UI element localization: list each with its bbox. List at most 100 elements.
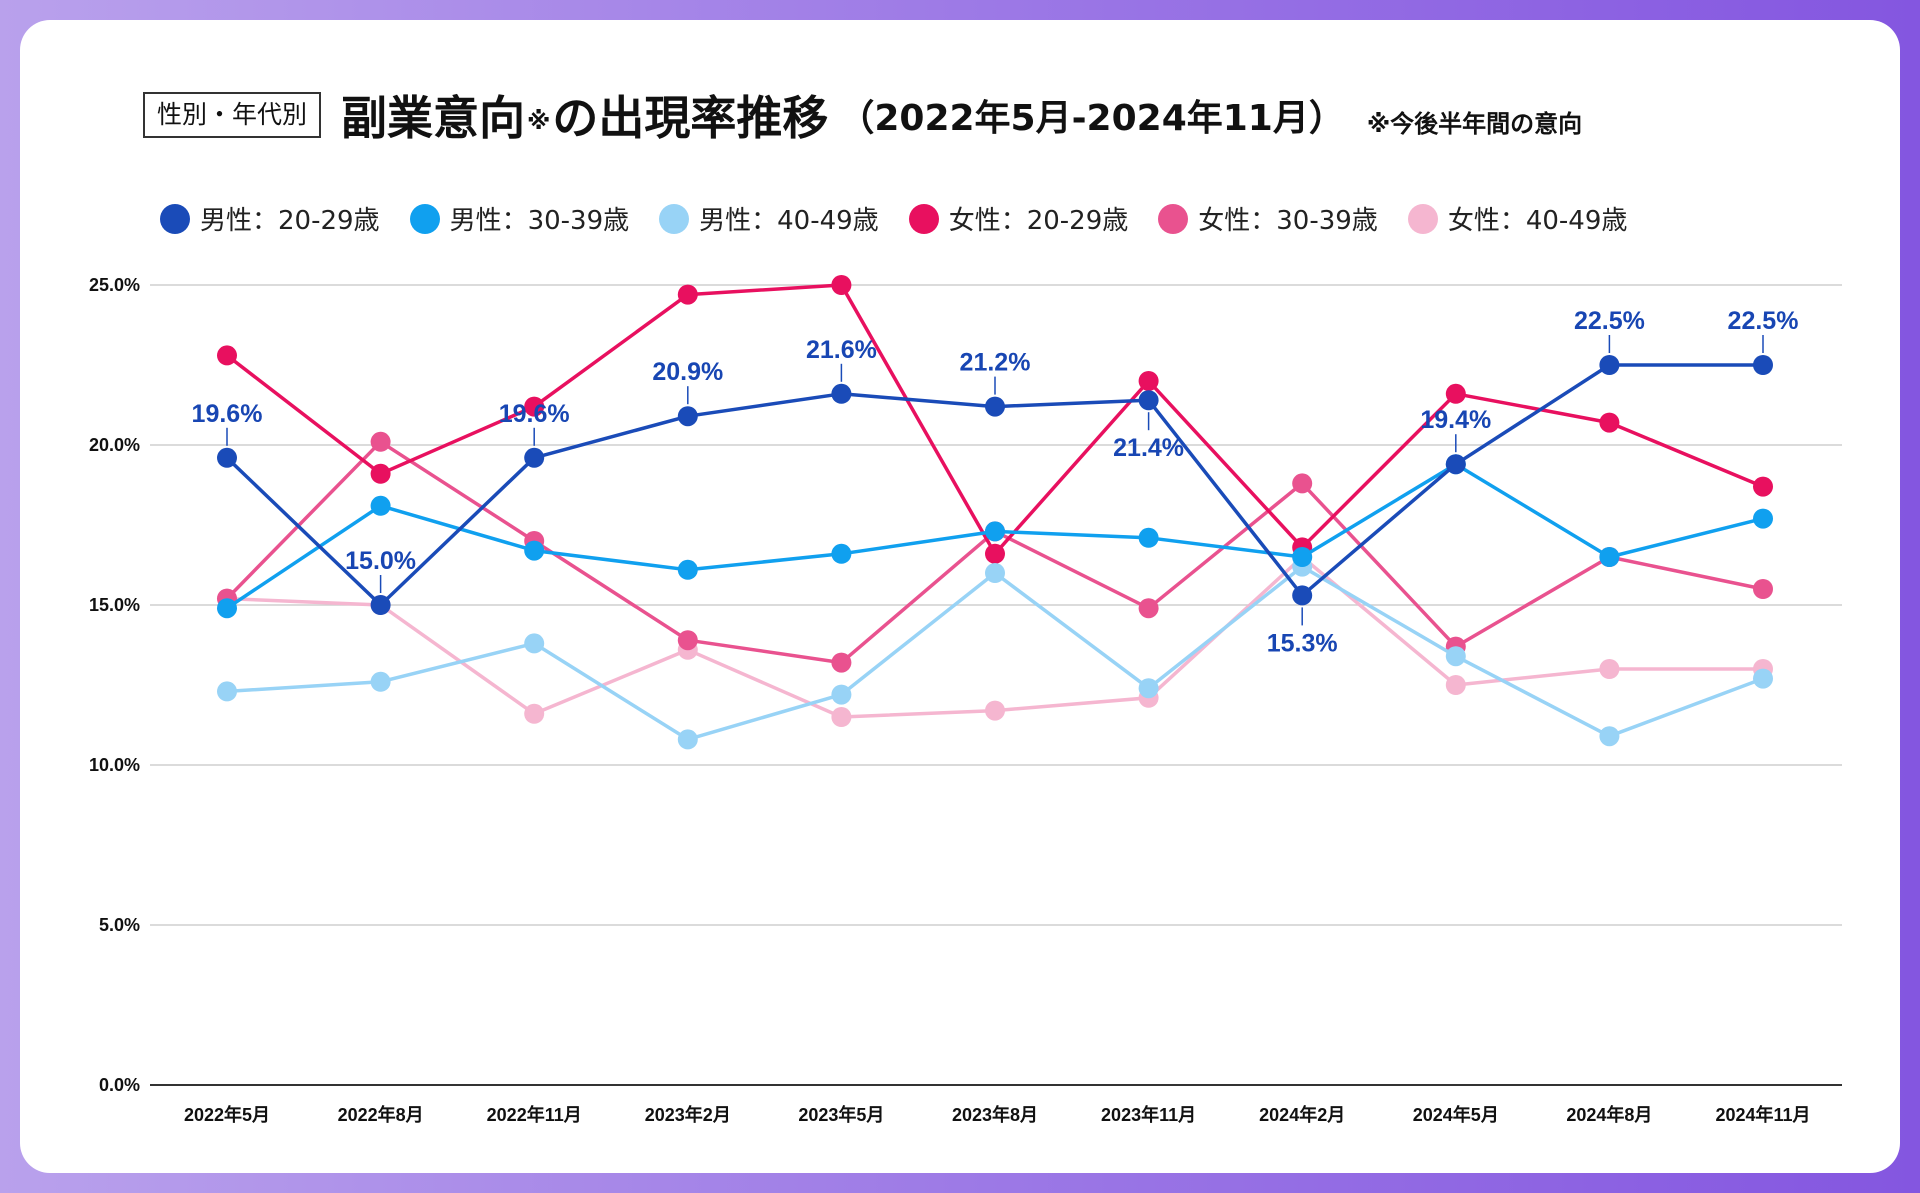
data-point [1753,508,1773,529]
data-point [524,540,545,561]
legend-label: 男性：30-39歳 [449,206,630,236]
data-point [524,633,545,654]
legend-swatch [1407,203,1438,234]
data-point [985,700,1005,721]
data-point [985,396,1005,417]
data-point [1138,527,1159,548]
data-point [1138,371,1159,391]
data-point [524,703,545,724]
chart-period: （2022年5月-2024年11月） [838,98,1345,139]
data-label: 20.9% [652,358,723,386]
data-point [1599,659,1620,679]
x-tick-label: 2023年2月 [645,1104,731,1125]
y-tick-label: 20.0% [89,435,140,455]
data-point [677,559,698,580]
y-tick-label: 15.0% [89,595,140,615]
title-note-mark: ※ [527,107,551,135]
data-point [370,431,391,452]
data-point [1599,355,1620,375]
data-point [370,595,391,615]
data-point [524,396,545,417]
data-point [831,684,852,705]
data-point [1138,678,1159,699]
x-tick-label: 2022年5月 [184,1104,270,1125]
data-point [1753,668,1773,689]
data-point [217,447,237,468]
legend-label: 女性：30-39歳 [1198,206,1378,236]
chart-title: 副業意向 [341,91,526,145]
data-point [831,707,852,727]
data-point [1445,675,1466,695]
x-tick-label: 2024年11月 [1715,1104,1810,1125]
x-tick-label: 2023年5月 [798,1104,884,1125]
legend-swatch [409,203,440,234]
y-tick-label: 5.0% [99,915,140,935]
data-point [1292,547,1313,567]
legend-label: 女性：20-29歳 [948,206,1129,236]
data-point [985,521,1005,542]
data-label: 19.6% [499,400,570,428]
data-point [217,345,237,366]
x-tick-label: 2024年8月 [1566,1104,1652,1125]
x-tick-label: 2024年2月 [1259,1104,1345,1125]
data-label: 22.5% [1574,307,1645,335]
legend-item: 女性：30-39歳 [1158,200,1378,237]
x-tick-label: 2022年8月 [338,1104,424,1125]
chart-card: 性別・年代別 副業意向 ※ の出現率推移 （2022年5月-2024年11月） … [20,20,1900,1173]
data-point [1445,454,1466,475]
data-label: 21.4% [1113,434,1184,462]
data-point [831,275,852,295]
data-point [677,284,698,305]
data-point [831,652,852,673]
y-tick-label: 0.0% [99,1075,140,1095]
legend-swatch [659,203,690,234]
legend-item: 男性：30-39歳 [409,200,630,237]
chart-legend: 男性：20-29歳 男性：30-39歳 男性：40-49歳 女性：20-29歳 女性：3… [160,200,1657,237]
legend-item: 女性：20-29歳 [908,200,1129,237]
legend-swatch [908,203,939,234]
category-badge: 性別・年代別 [143,92,322,138]
data-point [217,681,237,702]
data-point [370,671,391,692]
data-point [985,563,1005,583]
x-tick-label: 2023年11月 [1101,1104,1196,1125]
data-point [677,630,698,651]
chart-note: ※今後半年間の意向 [1366,109,1583,138]
legend-label: 女性：40-49歳 [1447,206,1628,236]
data-label: 21.6% [806,336,877,364]
legend-item: 男性：20-29歳 [160,200,380,237]
legend-swatch [160,203,190,234]
data-point [370,495,391,516]
data-point [217,598,237,619]
data-point [370,463,391,484]
data-label: 15.3% [1267,629,1338,657]
data-point [1292,585,1313,606]
data-point [1445,383,1466,404]
legend-label: 男性：40-49歳 [699,206,879,236]
x-tick-label: 2024年5月 [1413,1104,1499,1125]
data-point [1138,598,1159,619]
data-point [985,543,1005,564]
data-point [677,406,698,427]
data-point [831,543,852,564]
y-tick-label: 25.0% [89,275,140,295]
data-point [1753,579,1773,599]
data-point [677,729,698,750]
data-point [524,447,545,468]
data-point [1445,646,1466,667]
data-label: 21.2% [960,349,1031,377]
legend-swatch [1158,203,1189,234]
data-label: 15.0% [345,547,416,575]
data-point [1599,547,1620,567]
legend-label: 男性：20-29歳 [200,206,380,236]
data-point [1599,726,1620,747]
data-point [1138,390,1159,411]
series-line [225,283,1764,556]
data-point [1599,412,1620,433]
data-label: 19.4% [1420,406,1491,434]
x-tick-label: 2022年11月 [487,1104,582,1125]
data-point [1753,355,1773,375]
y-tick-label: 10.0% [89,755,140,775]
data-point [1292,473,1313,494]
